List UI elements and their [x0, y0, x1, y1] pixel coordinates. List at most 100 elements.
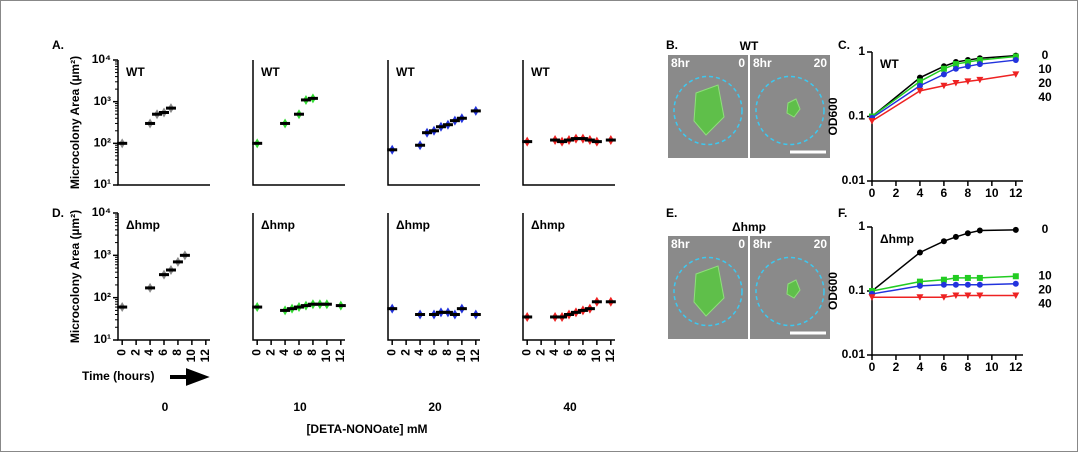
x-tick-label: 2 [893, 360, 900, 374]
x-tick-label: 6 [941, 186, 948, 200]
image-time: 8hr [671, 237, 690, 251]
point [940, 276, 947, 283]
point [952, 233, 959, 240]
series-label: 10 [1038, 268, 1052, 282]
point [952, 274, 959, 281]
image-concentration: 20 [814, 56, 828, 70]
point [916, 249, 923, 256]
x-tick-label: 6 [561, 349, 575, 356]
axis [252, 60, 345, 186]
point [964, 58, 971, 65]
point [940, 294, 948, 301]
x-tick-label: 6 [941, 360, 948, 374]
series-label: 10 [1038, 62, 1052, 76]
point [964, 230, 971, 237]
x-tick-label: 2 [128, 349, 142, 356]
x-tick-label: 6 [156, 349, 170, 356]
x-tick-label: 12 [603, 349, 617, 363]
y-tick-label: 0.1 [848, 109, 865, 123]
x-tick-label: 4 [142, 349, 156, 356]
point [940, 281, 947, 288]
point [1012, 71, 1020, 78]
axis [387, 60, 480, 186]
x-tick-label: 10 [184, 349, 198, 363]
concentration: 0 [162, 400, 169, 414]
point [868, 118, 876, 125]
point [940, 238, 947, 245]
panel-letter: C. [838, 38, 850, 52]
point [1012, 280, 1019, 287]
point [1012, 226, 1019, 233]
time-label: Time (hours) [82, 369, 154, 383]
x-tick-label: 12 [468, 349, 482, 363]
x-tick-label: 4 [917, 360, 924, 374]
x-tick-label: 10 [319, 349, 333, 363]
point [964, 78, 972, 85]
x-tick-label: 10 [985, 360, 999, 374]
image-concentration: 0 [738, 237, 745, 251]
y-tick-label: 10³ [94, 248, 111, 262]
point [940, 65, 947, 72]
point [976, 57, 983, 64]
image-concentration: 20 [814, 237, 828, 251]
panel-letter: B. [666, 38, 678, 52]
y-tick-label: 10³ [94, 94, 111, 108]
point [952, 61, 959, 68]
image-time: 8hr [671, 56, 690, 70]
x-tick-label: 8 [965, 360, 972, 374]
image-title: Δhmp [732, 220, 766, 234]
point [976, 274, 983, 281]
concentration: 40 [563, 400, 577, 414]
axis [252, 213, 345, 341]
concentration: 10 [293, 400, 307, 414]
y-tick-label: 10¹ [94, 177, 111, 191]
x-tick-label: 12 [1009, 186, 1023, 200]
y-tick-label: 10² [94, 290, 111, 304]
y-axis-label: OD600 [826, 272, 840, 310]
series-label: 0 [1042, 222, 1049, 236]
point [952, 292, 960, 300]
point [940, 82, 948, 90]
panel-letter: D. [52, 206, 64, 220]
panel-title: WT [531, 65, 550, 79]
x-tick-label: 4 [917, 186, 924, 200]
concentration-label: [DETA-NONOate] mM [306, 422, 427, 436]
x-tick-label: 0 [249, 349, 263, 356]
panel-title: Δhmp [531, 218, 565, 232]
y-tick-label: 0.01 [842, 173, 866, 187]
x-tick-label: 0 [869, 186, 876, 200]
series-label: 0 [1042, 48, 1049, 62]
x-tick-label: 10 [985, 186, 999, 200]
x-tick-label: 0 [519, 349, 533, 356]
point [916, 294, 924, 301]
point [952, 281, 959, 288]
panel-title: WT [261, 65, 280, 79]
y-tick-label: 10¹ [94, 332, 111, 346]
x-tick-label: 6 [291, 349, 305, 356]
x-tick-label: 12 [198, 349, 212, 363]
point [916, 78, 923, 85]
point [976, 281, 983, 288]
image-title: WT [740, 39, 759, 53]
well-outline [673, 75, 743, 146]
well-outline [755, 75, 825, 146]
point [964, 274, 971, 281]
x-tick-label: 0 [384, 349, 398, 356]
image-concentration: 0 [738, 56, 745, 70]
x-tick-label: 12 [1009, 360, 1023, 374]
point [976, 76, 984, 84]
series-label: 20 [1038, 282, 1052, 296]
point [976, 227, 983, 234]
panel-title: Δhmp [261, 218, 295, 232]
y-axis-label: Microcolony Area (µm²) [68, 210, 82, 343]
x-tick-label: 12 [333, 349, 347, 363]
y-axis-label: OD600 [826, 97, 840, 135]
panel-letter: F. [838, 206, 847, 220]
panel-title: WT [396, 65, 415, 79]
x-tick-label: 0 [869, 360, 876, 374]
point [952, 80, 960, 87]
x-tick-label: 10 [589, 349, 603, 363]
series-label: 40 [1038, 296, 1052, 310]
y-tick-label: 10⁴ [92, 52, 111, 66]
